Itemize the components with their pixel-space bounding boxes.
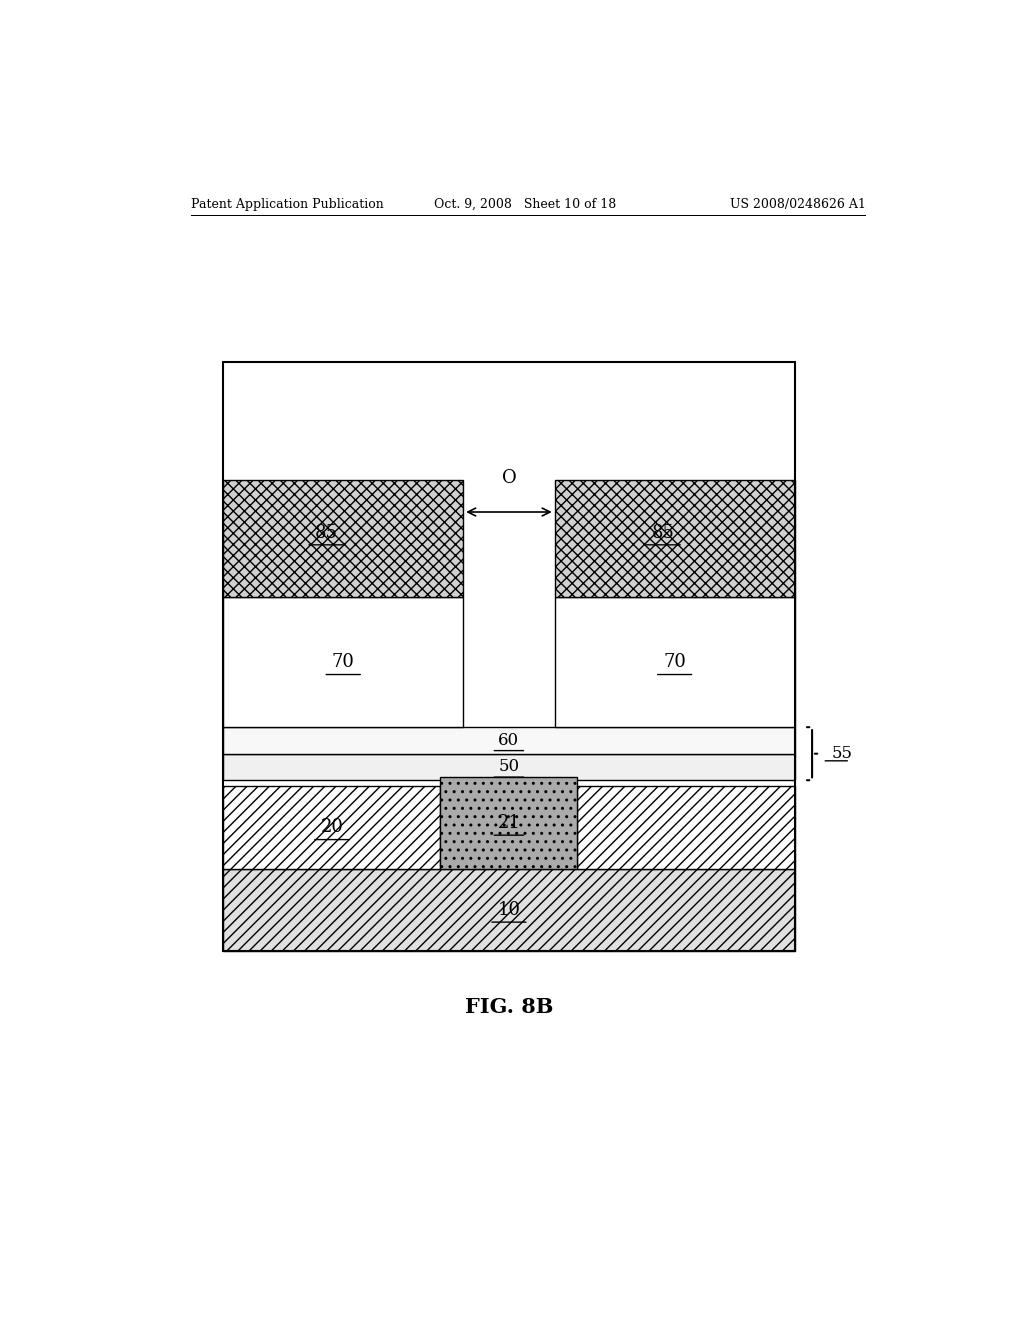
Bar xyxy=(223,727,795,754)
Text: 85: 85 xyxy=(651,524,675,541)
Bar xyxy=(555,479,795,598)
Text: 60: 60 xyxy=(499,733,519,748)
Text: 21: 21 xyxy=(498,814,520,832)
Bar xyxy=(223,479,463,598)
Text: 70: 70 xyxy=(664,653,686,672)
Text: 50: 50 xyxy=(499,759,519,775)
Text: 20: 20 xyxy=(321,818,343,837)
Bar xyxy=(223,869,795,952)
Text: US 2008/0248626 A1: US 2008/0248626 A1 xyxy=(730,198,866,211)
Bar xyxy=(578,787,795,869)
Text: 10: 10 xyxy=(498,902,520,919)
Text: FIG. 8B: FIG. 8B xyxy=(465,997,553,1018)
Text: O: O xyxy=(502,469,516,487)
Text: 55: 55 xyxy=(831,746,853,762)
Bar xyxy=(223,598,463,727)
Text: Patent Application Publication: Patent Application Publication xyxy=(191,198,384,211)
Bar xyxy=(223,787,440,869)
Bar xyxy=(223,362,795,952)
Bar xyxy=(223,754,795,780)
Bar xyxy=(440,777,578,869)
Bar xyxy=(555,598,795,727)
Text: 85: 85 xyxy=(314,524,338,541)
Text: 70: 70 xyxy=(332,653,354,672)
Text: Oct. 9, 2008   Sheet 10 of 18: Oct. 9, 2008 Sheet 10 of 18 xyxy=(434,198,615,211)
